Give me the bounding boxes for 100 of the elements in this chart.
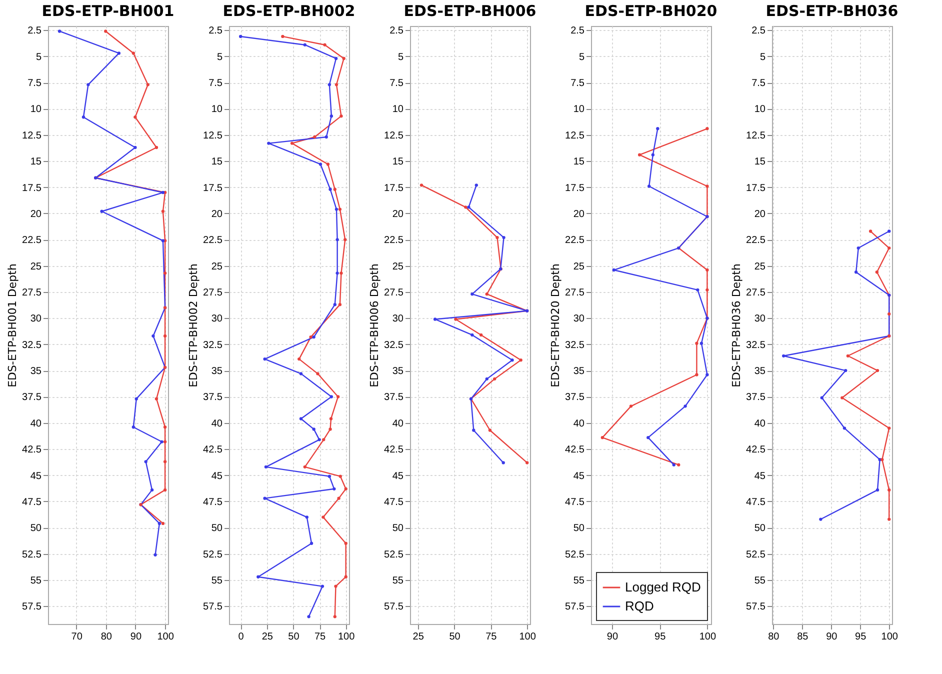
y-tick-label: 2.5 [28,26,42,37]
point [420,184,424,187]
point [888,488,891,492]
y-tick-label: 55 [392,576,404,587]
point [161,210,165,213]
point [150,488,154,492]
point [239,34,242,38]
point [433,318,437,321]
y-tick-label: 27.5 [203,288,223,299]
x-tick-label: 100 [338,632,356,642]
point [819,518,822,521]
point [333,615,336,618]
y-tick-label: 27.5 [746,288,766,299]
point [329,417,333,420]
x-tick-label: 100 [881,632,898,642]
y-axis-title: EDS-ETP-BH002 Depth [187,264,200,388]
y-tick-label: 7.5 [390,78,404,90]
y-tick-label: 12.5 [203,130,223,142]
point [161,522,165,526]
y-tick-label: 20 [754,208,766,220]
point [154,553,157,556]
y-tick-label: 12.5 [746,130,766,142]
y-tick-label: 35 [573,366,585,378]
y-tick-label: 30 [754,314,766,325]
point [502,461,505,464]
point [340,114,343,118]
point [158,522,162,526]
y-tick-label: 32.5 [203,340,223,351]
point [706,288,709,292]
point [700,342,704,345]
y-tick-label: 17.5 [746,182,766,194]
y-tick-label: 5 [36,52,42,63]
y-tick-label: 22.5 [22,235,42,246]
y-tick-label: 32.5 [565,340,585,351]
y-tick-label: 40 [392,418,404,430]
y-tick-label: 7.5 [752,78,766,90]
point [706,268,709,272]
point [163,440,167,444]
point [146,83,150,86]
y-tick-label: 20 [392,208,404,220]
point [303,43,306,46]
y-tick-label: 32.5 [384,340,404,351]
y-tick-label: 15 [392,156,404,168]
x-tick-label: 85 [797,632,809,642]
point [340,272,343,275]
y-tick-label: 10 [30,104,42,116]
point [338,303,342,306]
y-tick-label: 52.5 [22,549,42,560]
y-tick-label: 7.5 [208,78,223,90]
point [163,460,167,464]
point [338,474,342,478]
point [256,575,260,578]
y-tick-label: 27.5 [384,288,404,299]
point [470,333,474,337]
point [876,488,880,492]
point [677,463,680,466]
y-tick-label: 10 [211,104,223,116]
y-tick-label: 35 [392,366,404,378]
point [134,397,138,400]
y-tick-label: 30 [211,314,223,325]
x-tick-label: 100 [157,632,174,642]
point [876,368,880,372]
point [303,465,306,468]
point [322,516,325,519]
y-tick-label: 55 [754,576,766,587]
point [333,303,336,306]
y-tick-label: 5 [216,52,223,63]
line-series [239,34,339,618]
point [696,288,700,292]
point [326,162,330,166]
x-tick-label: 90 [130,632,142,642]
point [154,146,158,150]
y-tick-label: 42.5 [746,444,766,456]
y-axis-title: EDS-ETP-BH020 Depth [549,264,562,388]
y-tick-label: 45 [211,470,223,482]
chart-title: EDS-ETP-BH036 [766,2,898,20]
point [467,206,470,209]
y-tick-label: 57.5 [384,602,404,613]
point [104,30,108,33]
y-tick-label: 27.5 [565,288,585,299]
point [695,373,698,376]
y-tick-label: 37.5 [22,392,42,404]
point [470,292,474,296]
point [333,188,336,191]
point [160,440,164,444]
point [323,43,326,46]
y-tick-label: 45 [573,470,585,482]
x-tick-label: 100 [699,632,716,642]
x-tick-label: 50 [449,632,461,642]
x-tick-label: 0 [238,632,244,642]
point [307,615,310,618]
point [334,56,338,60]
x-tick-label: 75 [314,632,326,642]
x-tick-label: 80 [768,632,780,642]
y-tick-label: 30 [573,314,585,325]
y-tick-label: 47.5 [384,496,404,508]
y-tick-label: 52.5 [384,549,404,560]
y-axis-title: EDS-ETP-BH006 Depth [368,264,382,388]
point [330,395,333,398]
point [502,236,506,240]
